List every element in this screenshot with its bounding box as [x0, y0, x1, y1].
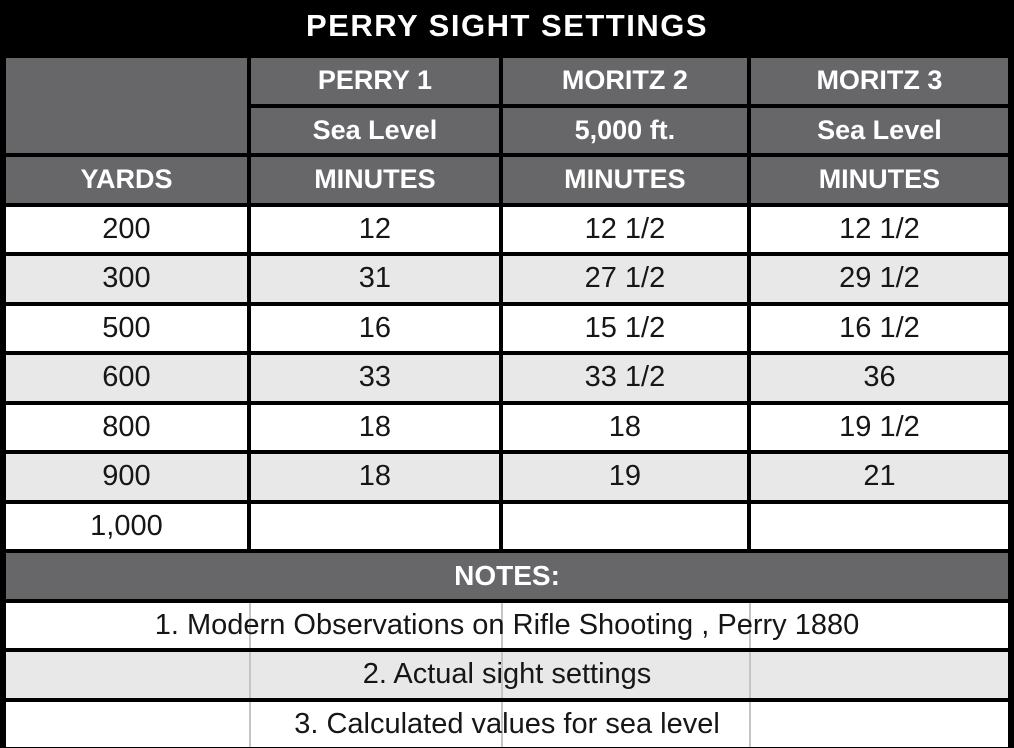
minutes-cell: 16 1/2: [746, 301, 1014, 355]
minutes-cell: [498, 499, 751, 553]
notes-header-row: NOTES:: [1, 549, 1013, 603]
note-item-2: 2. Actual sight settings: [1, 648, 1013, 702]
minutes-cell: 16: [246, 301, 503, 355]
minutes-cell: 15 1/2: [498, 301, 751, 355]
minutes-cell: 33 1/2: [498, 351, 751, 405]
minutes-cell: 21: [746, 450, 1014, 504]
minutes-cell: 19 1/2: [746, 400, 1014, 454]
header-row-units: YARDS MINUTES MINUTES MINUTES: [1, 153, 1014, 207]
minutes-cell: 12: [246, 202, 503, 256]
table-row: 900 18 19 21: [1, 450, 1014, 504]
minutes-cell: 27 1/2: [498, 252, 751, 306]
note-row: 3. Calculated values for sea level: [1, 697, 1013, 748]
note-row: 1. Modern Observations on Rifle Shooting…: [1, 598, 1013, 652]
table-row: 1,000: [1, 499, 1014, 553]
yards-cell: 900: [1, 450, 251, 504]
unit-header-yards: YARDS: [1, 153, 251, 207]
table-row: 500 16 15 1/2 16 1/2: [1, 301, 1014, 355]
note-item-1: 1. Modern Observations on Rifle Shooting…: [1, 598, 1013, 652]
minutes-cell: 18: [246, 450, 503, 504]
elevation-perry1: Sea Level: [246, 103, 503, 157]
minutes-cell: 12 1/2: [746, 202, 1014, 256]
minutes-cell: [246, 499, 503, 553]
yards-cell: 800: [1, 400, 251, 454]
col-header-perry1: PERRY 1: [246, 53, 503, 108]
yards-cell: 300: [1, 252, 251, 306]
sight-settings-table: PERRY 1 MORITZ 2 MORITZ 3 Sea Level 5,00…: [0, 52, 1014, 748]
minutes-cell: 36: [746, 351, 1014, 405]
minutes-cell: 31: [246, 252, 503, 306]
table-row: 200 12 12 1/2 12 1/2: [1, 202, 1014, 256]
elevation-moritz2: 5,000 ft.: [498, 103, 751, 157]
table-row: 300 31 27 1/2 29 1/2: [1, 252, 1014, 306]
yards-cell: 1,000: [1, 499, 251, 553]
notes-header: NOTES:: [1, 549, 1013, 603]
corner-cell: [1, 53, 251, 157]
yards-cell: 200: [1, 202, 251, 256]
minutes-cell: 33: [246, 351, 503, 405]
minutes-cell: 19: [498, 450, 751, 504]
note-item-3: 3. Calculated values for sea level: [1, 697, 1013, 748]
note-row: 2. Actual sight settings: [1, 648, 1013, 702]
minutes-cell: [746, 499, 1014, 553]
unit-header-minutes-1: MINUTES: [246, 153, 503, 207]
table-title: PERRY SIGHT SETTINGS: [0, 0, 1014, 52]
yards-cell: 600: [1, 351, 251, 405]
yards-cell: 500: [1, 301, 251, 355]
unit-header-minutes-2: MINUTES: [498, 153, 751, 207]
minutes-cell: 18: [246, 400, 503, 454]
minutes-cell: 18: [498, 400, 751, 454]
header-row-elevation: Sea Level 5,000 ft. Sea Level: [3, 103, 1014, 157]
elevation-moritz3: Sea Level: [746, 103, 1014, 157]
col-header-moritz2: MORITZ 2: [498, 53, 751, 108]
table-row: 800 18 18 19 1/2: [1, 400, 1014, 454]
unit-header-minutes-3: MINUTES: [746, 153, 1014, 207]
header-row-source: PERRY 1 MORITZ 2 MORITZ 3: [1, 53, 1014, 157]
col-header-moritz3: MORITZ 3: [746, 53, 1014, 108]
minutes-cell: 29 1/2: [746, 252, 1014, 306]
minutes-cell: 12 1/2: [498, 202, 751, 256]
table-row: 600 33 33 1/2 36: [1, 351, 1014, 405]
